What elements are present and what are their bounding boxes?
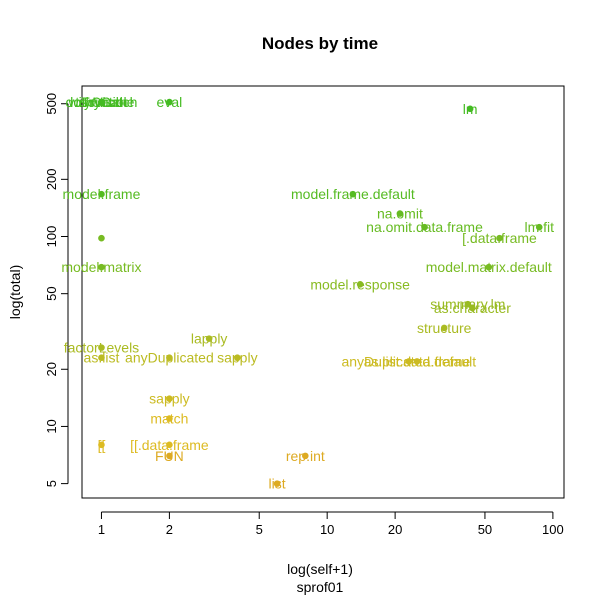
data-point xyxy=(349,190,357,198)
data-point xyxy=(98,354,105,362)
data-point xyxy=(98,190,105,198)
x-tick-label: 10 xyxy=(320,522,334,537)
chart-title: Nodes by time xyxy=(262,34,378,53)
y-axis: 5 10 20 50 100 200 500 xyxy=(44,93,69,487)
point-label: lm.fit xyxy=(524,219,554,235)
data-point xyxy=(98,344,105,351)
data-point xyxy=(535,223,543,231)
point-label: eval xyxy=(157,94,183,110)
y-tick-label: 10 xyxy=(44,419,59,433)
point-label: na.omit xyxy=(377,206,423,222)
data-point xyxy=(301,452,309,460)
y-tick-label: 500 xyxy=(44,93,59,115)
y-tick-label: 5 xyxy=(44,480,59,487)
data-point xyxy=(466,105,474,113)
data-points: lmevaldoTryCatchtryCatchsourcewithVisibl… xyxy=(61,94,554,492)
data-point xyxy=(98,441,105,449)
x-tick-label: 20 xyxy=(388,522,402,537)
x-tick-label: 100 xyxy=(542,522,564,537)
x-axis: 1 2 5 10 20 50 100 xyxy=(98,511,564,537)
point-label: model.matrix xyxy=(61,259,141,275)
point-label: [[ xyxy=(98,437,106,453)
point-label: rep.int xyxy=(286,448,325,464)
data-point xyxy=(405,358,413,365)
point-label: withVisible xyxy=(68,94,135,110)
data-point xyxy=(166,98,173,106)
data-point xyxy=(166,415,173,422)
data-point xyxy=(485,263,493,271)
point-label: list xyxy=(269,476,286,492)
x-tick-label: 1 xyxy=(98,522,105,537)
point-label: anyDuplicated.default xyxy=(341,353,476,369)
data-point xyxy=(464,300,472,308)
point-label: as.list.data.frame xyxy=(364,353,471,369)
point-label: [.data.frame xyxy=(462,230,537,246)
x-tick-label: 2 xyxy=(166,522,173,537)
point-label: lapply xyxy=(191,331,228,347)
point-label: summary.lm xyxy=(430,296,505,312)
data-point xyxy=(98,234,105,242)
data-point xyxy=(273,480,281,487)
x-tick-label: 50 xyxy=(478,522,492,537)
point-label: structure xyxy=(417,320,472,336)
plot-frame xyxy=(81,85,565,499)
point-label: [[.data.frame xyxy=(130,437,209,453)
point-label: anyDuplicated xyxy=(125,350,214,366)
data-point xyxy=(413,358,421,365)
point-label: model.matrix.default xyxy=(426,259,552,275)
data-point xyxy=(166,395,173,402)
point-label: as.character xyxy=(434,300,511,316)
point-label: match xyxy=(150,411,188,427)
data-point xyxy=(205,335,213,342)
y-tick-label: 100 xyxy=(44,226,59,248)
point-label: model.frame.default xyxy=(291,186,415,202)
data-point xyxy=(166,354,173,362)
data-point xyxy=(421,223,428,231)
data-point xyxy=(440,324,448,332)
data-point xyxy=(98,98,105,106)
x-tick-label: 5 xyxy=(256,522,263,537)
x-axis-label: log(self+1) xyxy=(287,561,353,577)
data-point xyxy=(234,354,241,362)
data-point xyxy=(166,452,173,460)
chart-subtitle: sprof01 xyxy=(297,579,344,595)
data-point xyxy=(496,234,503,242)
data-point xyxy=(396,210,404,217)
point-label: as.list xyxy=(84,350,120,366)
point-label: na.omit.data.frame xyxy=(366,219,483,235)
data-point xyxy=(166,441,173,449)
point-label: model.response xyxy=(310,276,410,292)
point-label: sapply xyxy=(217,350,257,366)
point-label: FUN xyxy=(155,448,184,464)
data-point xyxy=(98,263,105,271)
point-label: sapply xyxy=(149,391,189,407)
y-axis-label: log(total) xyxy=(7,265,23,319)
data-point xyxy=(469,304,476,312)
data-point xyxy=(356,281,364,288)
y-tick-label: 20 xyxy=(44,362,59,376)
point-label: factorLevels xyxy=(64,340,139,356)
point-label: lm xyxy=(463,101,478,117)
point-label: model.frame xyxy=(63,186,141,202)
y-tick-label: 50 xyxy=(44,286,59,300)
y-tick-label: 200 xyxy=(44,168,59,190)
